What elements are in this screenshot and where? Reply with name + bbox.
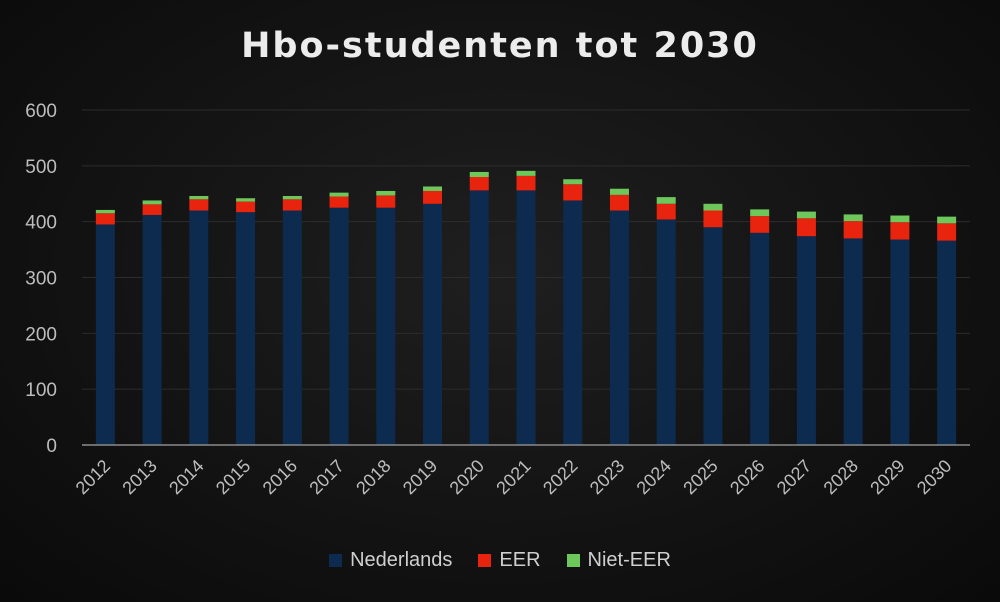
x-tick-label: 2027 [773,456,815,498]
bar-niet-eer [609,188,629,195]
bar-eer [937,223,957,241]
bar-eer [423,190,443,204]
bar-eer [376,195,396,208]
legend-swatch-niet-eer [566,554,580,567]
bar-nederlands [423,203,443,445]
bar-niet-eer [282,195,302,200]
bar-eer [236,201,256,213]
bar-eer [282,199,302,211]
bar-nederlands [609,210,629,445]
bar-niet-eer [329,192,349,197]
x-tick-label: 2017 [305,456,347,498]
x-tick-label: 2024 [633,456,675,498]
x-tick-label: 2025 [679,456,721,498]
bar-eer [516,175,536,191]
bar-niet-eer [937,216,957,224]
y-tick-label: 300 [25,269,57,290]
legend-swatch-eer [478,554,492,567]
bar-niet-eer [142,200,162,205]
x-tick-label: 2013 [118,456,160,498]
bar-niet-eer [95,209,115,214]
y-tick-label: 200 [25,324,57,345]
bar-niet-eer [236,198,256,202]
bar-nederlands [236,212,256,445]
bar-nederlands [703,227,723,445]
y-tick-label: 500 [25,157,57,178]
x-tick-label: 2020 [446,456,488,498]
x-tick-label: 2023 [586,456,628,498]
bar-eer [189,199,209,211]
bar-niet-eer [423,186,443,191]
bar-eer [142,204,162,215]
x-tick-label: 2015 [212,456,254,498]
x-tick-label: 2012 [72,456,114,498]
bar-niet-eer [796,211,816,219]
x-tick-label: 2021 [492,456,534,498]
x-tick-label: 2022 [539,456,581,498]
bar-eer [609,194,629,211]
bar-niet-eer [656,197,676,204]
bar-niet-eer [843,214,863,222]
bar-niet-eer [890,215,910,223]
legend-label-nederlands: Nederlands [350,549,453,571]
bar-eer [890,222,910,240]
x-tick-label: 2014 [165,456,207,498]
legend-label-niet-eer: Niet-EER [587,549,671,571]
bar-nederlands [750,232,770,445]
chart-title: Hbo-studenten tot 2030 [241,26,759,66]
bar-nederlands [656,219,676,445]
legend-swatch-nederlands [329,554,343,567]
bar-niet-eer [750,209,770,217]
legend: Nederlands EER Niet-EER [0,549,1000,572]
bar-eer [469,177,489,191]
bar-niet-eer [703,203,723,211]
bar-niet-eer [516,170,536,176]
bar-nederlands [95,224,115,445]
bar-niet-eer [376,190,396,196]
bar-eer [329,196,349,208]
x-tick-label: 2029 [866,456,908,498]
y-tick-label: 400 [25,213,57,234]
bar-nederlands [189,210,209,445]
bar-nederlands [843,238,863,445]
bar-niet-eer [563,179,583,185]
bar-nederlands [796,236,816,445]
bar-nederlands [376,207,396,445]
legend-item-eer: EER [478,549,541,572]
bar-nederlands [282,210,302,445]
y-tick-label: 600 [25,101,57,122]
bar-nederlands [329,207,349,445]
bar-eer [703,210,723,228]
bar-nederlands [142,214,162,445]
x-tick-label: 2018 [352,456,394,498]
bar-nederlands [890,239,910,445]
bar-eer [750,216,770,233]
y-tick-label: 0 [46,436,57,457]
bar-nederlands [516,190,536,445]
bar-niet-eer [189,195,209,200]
x-tick-label: 2019 [399,456,441,498]
bar-eer [563,184,583,201]
y-tick-label: 100 [25,380,57,401]
bar-niet-eer [469,171,489,177]
bar-nederlands [937,240,957,445]
bar-nederlands [469,190,489,445]
x-tick-label: 2026 [726,456,768,498]
bar-eer [656,203,676,220]
bar-eer [796,218,816,237]
legend-label-eer: EER [499,549,541,571]
bar-eer [843,221,863,239]
x-tick-label: 2016 [259,456,301,498]
bar-nederlands [563,200,583,445]
x-tick-label: 2028 [820,456,862,498]
legend-item-niet-eer: Niet-EER [566,549,671,572]
bar-eer [95,213,115,225]
x-tick-label: 2030 [913,456,955,498]
legend-item-nederlands: Nederlands [329,549,452,572]
